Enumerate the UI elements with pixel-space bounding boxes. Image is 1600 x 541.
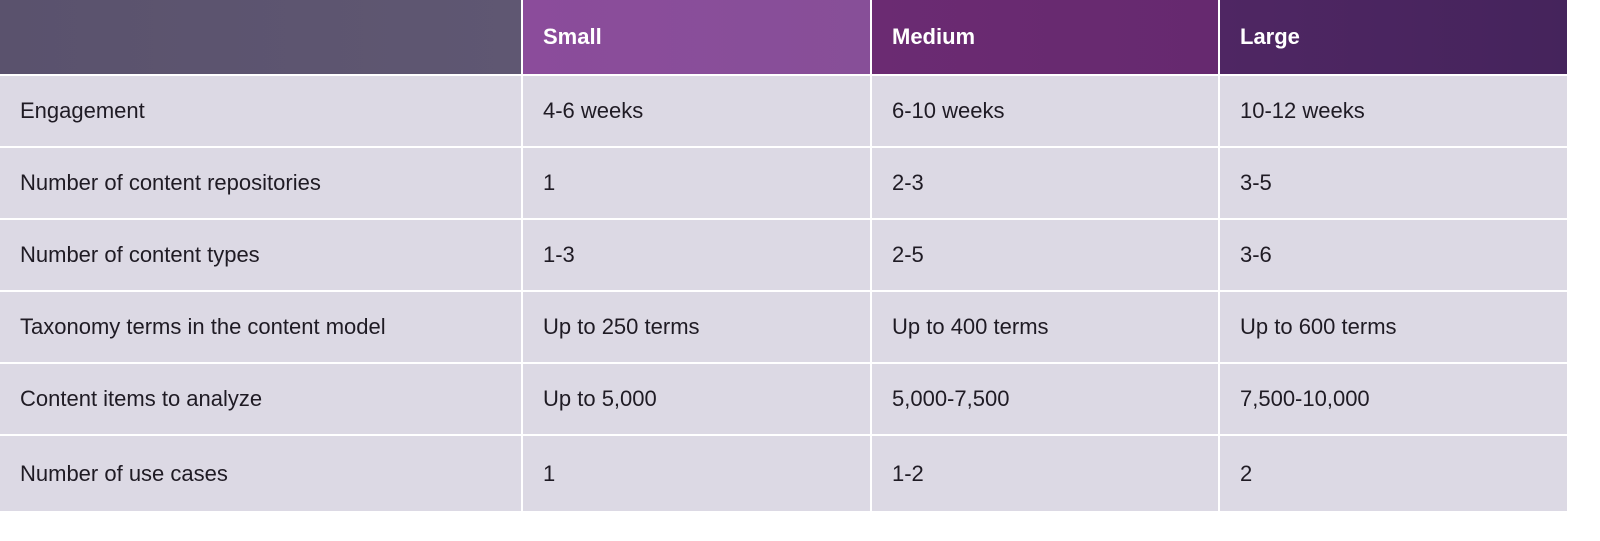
cell: 2-3: [870, 146, 1220, 220]
cell: Up to 250 terms: [521, 290, 872, 364]
cell: 4-6 weeks: [521, 74, 872, 148]
cell: 3-6: [1218, 218, 1569, 292]
header-corner: [0, 0, 523, 76]
cell: 5,000-7,500: [870, 362, 1220, 436]
row-label: Content items to analyze: [0, 362, 523, 436]
cell: Up to 400 terms: [870, 290, 1220, 364]
row-label: Number of content repositories: [0, 146, 523, 220]
row-label: Taxonomy terms in the content model: [0, 290, 523, 364]
column-header: Small: [521, 0, 872, 76]
column-header: Large: [1218, 0, 1569, 76]
sizing-table: Small Medium Large Engagement 4-6 weeks 6-10…: [0, 0, 1569, 513]
cell: 2-5: [870, 218, 1220, 292]
cell: 10-12 weeks: [1218, 74, 1569, 148]
row-label: Engagement: [0, 74, 523, 148]
table-row: Engagement 4-6 weeks 6-10 weeks 10-12 weeks: [0, 74, 1569, 148]
column-header: Medium: [870, 0, 1220, 76]
cell: 1: [521, 434, 872, 513]
cell: Up to 600 terms: [1218, 290, 1569, 364]
table-row: Number of content types 1-3 2-5 3-6: [0, 218, 1569, 292]
cell: Up to 5,000: [521, 362, 872, 436]
table-row: Content items to analyze Up to 5,000 5,000…: [0, 362, 1569, 436]
cell: 7,500-10,000: [1218, 362, 1569, 436]
cell: 3-5: [1218, 146, 1569, 220]
cell: 1-3: [521, 218, 872, 292]
cell: 2: [1218, 434, 1569, 513]
cell: 6-10 weeks: [870, 74, 1220, 148]
header-row: Small Medium Large: [0, 0, 1569, 76]
row-label: Number of content types: [0, 218, 523, 292]
table-row: Taxonomy terms in the content model Up to…: [0, 290, 1569, 364]
row-label: Number of use cases: [0, 434, 523, 513]
cell: 1-2: [870, 434, 1220, 513]
table-row: Number of use cases 1 1-2 2: [0, 434, 1569, 513]
table-row: Number of content repositories 1 2-3 3-5: [0, 146, 1569, 220]
cell: 1: [521, 146, 872, 220]
table-body: Engagement 4-6 weeks 6-10 weeks 10-12 weeks…: [0, 74, 1569, 513]
